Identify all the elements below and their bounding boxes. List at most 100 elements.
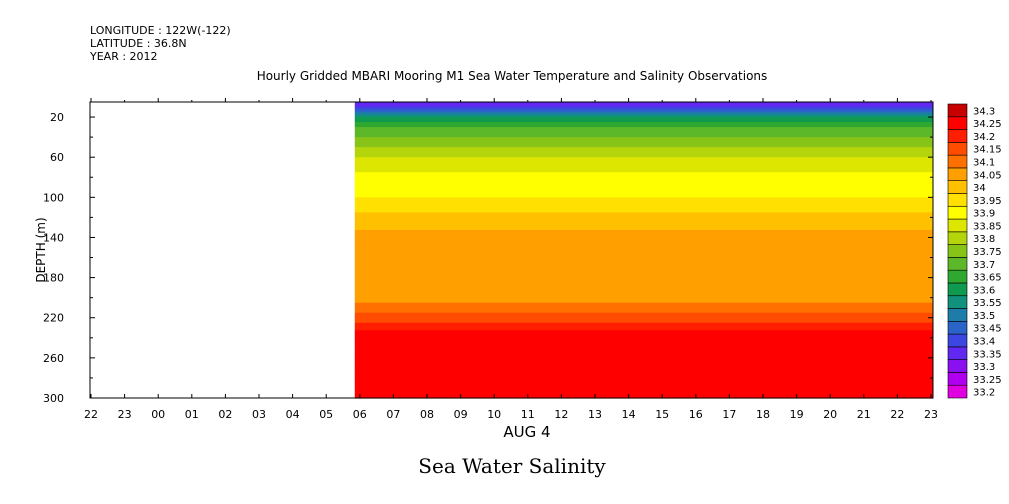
colorbar-cell [947,231,968,245]
salinity-band [354,157,933,161]
salinity-band [354,204,933,208]
salinity-band [354,134,933,138]
salinity-band [354,277,933,281]
x-tick-label: 22 [84,408,98,421]
x-tick-label: 07 [386,408,400,421]
colorbar-label: 33.4 [973,336,995,347]
colorbar-cell [947,154,968,169]
salinity-band [354,312,933,316]
salinity-band [354,267,933,271]
salinity-band [354,109,933,113]
salinity-band [354,257,933,261]
colorbar-cell [947,180,968,194]
colorbar-label: 33.45 [973,324,1002,335]
colorbar-label: 33.6 [973,285,995,296]
colorbar-label: 33.65 [973,273,1002,284]
salinity-band [354,317,933,321]
x-tick-label: 02 [218,408,232,421]
salinity-band [354,337,933,341]
colorbar-label: 34.15 [973,145,1002,156]
salinity-band [354,237,933,241]
y-tick-label: 60 [50,151,64,164]
x-tick-label: 11 [521,408,535,421]
colorbar-label: 33.3 [973,362,995,373]
salinity-band [354,102,933,106]
salinity-band [354,177,933,181]
footer-title: Sea Water Salinity [418,454,606,478]
colorbar-label: 33.7 [973,260,995,271]
colorbar-label: 33.9 [973,209,995,220]
salinity-band [354,222,933,226]
salinity-band [354,387,933,392]
colorbar-cell [947,372,968,386]
colorbar-cell [947,359,968,373]
salinity-band [354,119,933,123]
salinity-band [354,217,933,221]
salinity-band [354,390,933,394]
colorbar-cell [947,384,968,399]
salinity-band [354,139,933,143]
salinity-field [354,102,933,399]
salinity-band [354,124,933,128]
x-tick-label: 20 [823,408,837,421]
salinity-band [354,107,933,111]
colorbar-cell [947,218,968,233]
salinity-band [354,322,933,326]
colorbar-cell [947,167,968,181]
salinity-band [354,392,933,397]
x-tick-label: 09 [454,408,468,421]
salinity-band [354,242,933,246]
salinity-band [354,117,933,121]
colorbar-label: 33.5 [973,311,995,322]
salinity-band [354,149,933,153]
salinity-band [354,305,933,309]
colorbar-cell [947,142,968,156]
x-axis-label: AUG 4 [503,423,550,441]
colorbar-label: 34.05 [973,170,1002,181]
salinity-band [354,355,933,359]
year-label: YEAR : 2012 [90,50,158,63]
salinity-band [354,270,933,274]
salinity-band [354,187,933,191]
colorbar-cell [947,193,968,207]
salinity-band [354,380,933,384]
x-tick-label: 04 [286,408,300,421]
colorbar-label: 34.3 [973,106,995,117]
salinity-band [354,332,933,336]
x-tick-label: 00 [151,408,165,421]
salinity-band [354,347,933,351]
colorbar-cell [947,321,968,335]
y-axis: 20 60 100 140 180 220 260 300 [43,111,933,405]
salinity-band [354,382,933,387]
x-tick-label: 01 [185,408,199,421]
salinity-band [354,162,933,166]
y-tick-label: 220 [43,312,64,325]
salinity-band [354,372,933,377]
salinity-band [354,194,933,198]
x-tick-label: 03 [252,408,266,421]
salinity-band [354,232,933,236]
x-tick-label: 23 [118,408,132,421]
salinity-band [354,197,933,201]
latitude-label: LATITUDE : 36.8N [90,37,187,50]
salinity-band [354,179,933,183]
salinity-band [354,252,933,256]
salinity-band [354,167,933,171]
salinity-band [354,112,933,116]
salinity-band [354,285,933,289]
salinity-band [354,367,933,372]
salinity-band [354,295,933,299]
salinity-band [354,300,933,304]
y-axis-label: DEPTH (m) [34,217,48,282]
x-tick-label: 08 [420,408,434,421]
x-tick-label: 18 [756,408,770,421]
x-tick-label: 23 [924,408,938,421]
salinity-band [354,224,933,229]
salinity-band [354,365,933,369]
salinity-band [354,265,933,269]
colorbar-label: 33.55 [973,298,1002,309]
colorbar-label: 34.2 [973,132,995,143]
colorbar-cell [947,257,968,271]
colorbar-label: 33.85 [973,221,1002,232]
